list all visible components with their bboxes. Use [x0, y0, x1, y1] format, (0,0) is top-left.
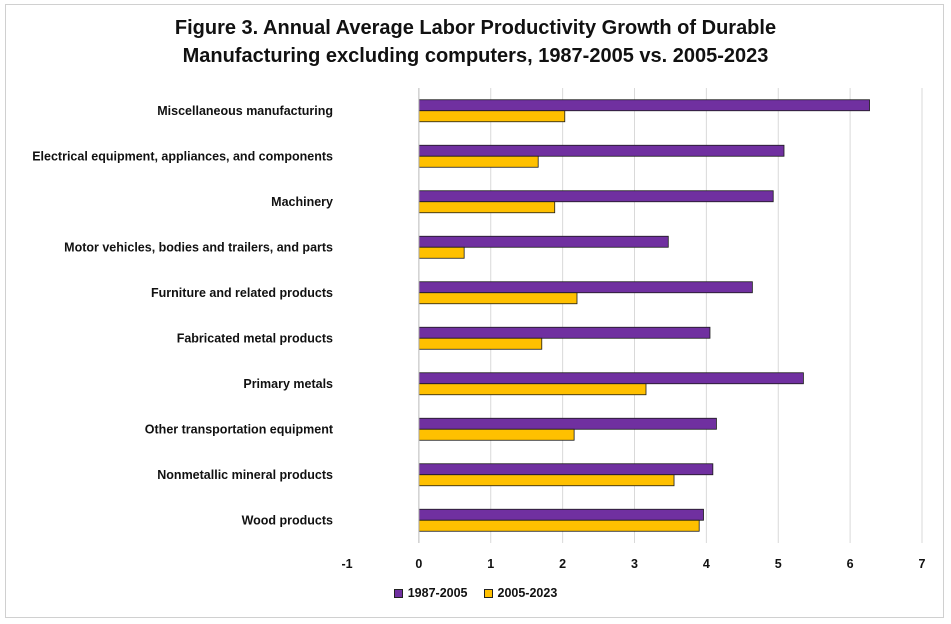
bar-2-5: [418, 292, 578, 305]
x-tick-label-1: 0: [415, 557, 422, 571]
legend-item-series-2: 2005-2023: [483, 586, 558, 600]
category-label-1: Miscellaneous manufacturing: [157, 104, 333, 118]
bar-1-9: [418, 463, 714, 476]
chart-title: Figure 3. Annual Average Labor Productiv…: [0, 14, 951, 70]
chart-title-line-2: Manufacturing excluding computers, 1987-…: [182, 45, 769, 67]
x-tick-label-4: 3: [631, 557, 638, 571]
bar-1-8: [418, 417, 717, 430]
legend-label-series-1: 1987-2005: [407, 586, 468, 600]
category-label-4: Motor vehicles, bodies and trailers, and…: [64, 240, 333, 254]
bar-1-1: [418, 99, 870, 112]
bar-1-5: [418, 281, 753, 294]
bar-1-3: [418, 190, 774, 203]
bar-2-2: [418, 155, 539, 168]
bar-2-3: [418, 201, 556, 214]
x-tick-label-8: 7: [919, 557, 926, 571]
bar-1-2: [418, 144, 785, 157]
category-label-3: Machinery: [271, 195, 333, 209]
category-label-2: Electrical equipment, appliances, and co…: [32, 149, 333, 163]
legend-item-series-1: 1987-2005: [393, 586, 468, 600]
x-tick-label-6: 5: [775, 557, 782, 571]
category-label-7: Primary metals: [243, 377, 333, 391]
x-tick-label-5: 4: [703, 557, 710, 571]
category-label-8: Other transportation equipment: [145, 422, 334, 436]
legend: 1987-2005 2005-2023: [0, 586, 951, 600]
bar-2-9: [418, 474, 675, 487]
x-tick-label-3: 2: [559, 557, 566, 571]
x-tick-label-7: 6: [847, 557, 854, 571]
bar-2-10: [418, 519, 700, 532]
bar-1-4: [418, 235, 669, 248]
x-tick-label-2: 1: [487, 557, 494, 571]
category-label-5: Furniture and related products: [151, 286, 333, 300]
chart-title-line-1: Figure 3. Annual Average Labor Productiv…: [174, 17, 777, 39]
x-tick-label-0: -1: [341, 557, 352, 571]
category-label-10: Wood products: [242, 513, 333, 527]
legend-swatch-series-1: [393, 588, 403, 598]
bar-2-6: [418, 337, 543, 350]
bar-2-8: [418, 428, 575, 441]
bar-1-6: [418, 326, 711, 339]
bar-2-4: [418, 246, 465, 259]
bar-2-7: [418, 383, 647, 396]
legend-label-series-2: 2005-2023: [497, 586, 558, 600]
bar-1-10: [418, 508, 704, 521]
category-label-6: Fabricated metal products: [177, 331, 333, 345]
bar-2-1: [418, 110, 566, 123]
bar-1-7: [418, 372, 804, 385]
legend-swatch-series-2: [483, 588, 493, 598]
category-label-9: Nonmetallic mineral products: [157, 468, 333, 482]
